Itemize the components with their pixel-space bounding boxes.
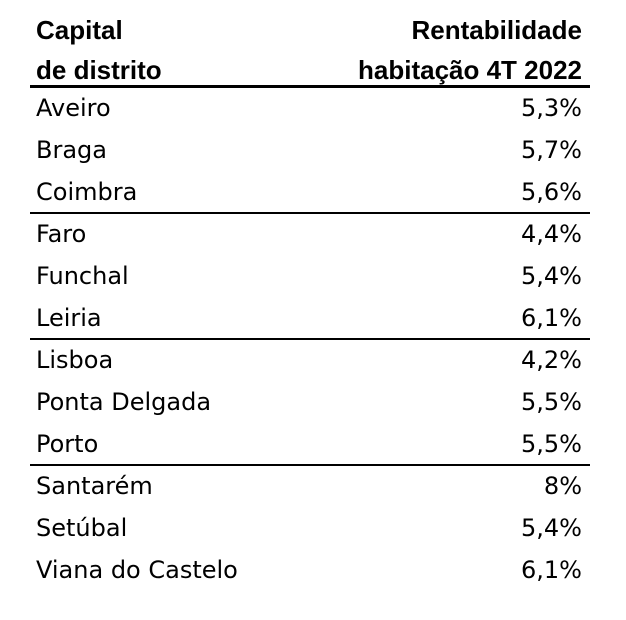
table-row: Leiria 6,1% [30,298,590,340]
city-name: Ponta Delgada [36,388,212,416]
city-name: Lisboa [36,346,114,374]
city-name: Faro [36,220,87,248]
city-name: Braga [36,136,107,164]
yield-value: 5,3% [521,94,582,122]
city-name: Leiria [36,304,102,332]
table-row: Setúbal 5,4% [30,508,590,550]
table-header: Capital de distrito Rentabilidade habita… [30,8,590,88]
yield-value: 4,2% [521,346,582,374]
column-header-city-line1: Capital [36,15,123,45]
yield-value: 8% [543,472,582,500]
table-body: Aveiro 5,3% Braga 5,7% Coimbra 5,6% Faro 4,4% Fu… [30,88,590,592]
city-name: Porto [36,430,99,458]
table-row: Aveiro 5,3% [30,88,590,130]
rental-yield-table: Capital de distrito Rentabilidade habita… [30,8,590,592]
table-row: Braga 5,7% [30,130,590,172]
table-row: Lisboa 4,2% [30,340,590,382]
yield-value: 5,5% [521,430,582,458]
column-header-city-line2: de distrito [36,55,162,85]
column-header-yield: Rentabilidade habitação 4T 2022 [358,10,582,90]
city-name: Santarém [36,472,153,500]
city-name: Coimbra [36,178,138,206]
table-row: Santarém 8% [30,466,590,508]
column-header-yield-line1: Rentabilidade [411,15,582,45]
yield-value: 5,6% [521,178,582,206]
city-name: Funchal [36,262,129,290]
city-name: Aveiro [36,94,111,122]
column-header-city: Capital de distrito [36,10,162,90]
table-row: Porto 5,5% [30,424,590,466]
yield-value: 5,4% [521,514,582,542]
yield-value: 4,4% [521,220,582,248]
yield-value: 6,1% [521,556,582,584]
yield-value: 5,5% [521,388,582,416]
table-row: Funchal 5,4% [30,256,590,298]
table-row: Coimbra 5,6% [30,172,590,214]
table-row: Faro 4,4% [30,214,590,256]
yield-value: 6,1% [521,304,582,332]
yield-value: 5,4% [521,262,582,290]
city-name: Viana do Castelo [36,556,238,584]
table-row: Ponta Delgada 5,5% [30,382,590,424]
table-row: Viana do Castelo 6,1% [30,550,590,592]
yield-value: 5,7% [521,136,582,164]
column-header-yield-line2: habitação 4T 2022 [358,55,582,85]
city-name: Setúbal [36,514,128,542]
